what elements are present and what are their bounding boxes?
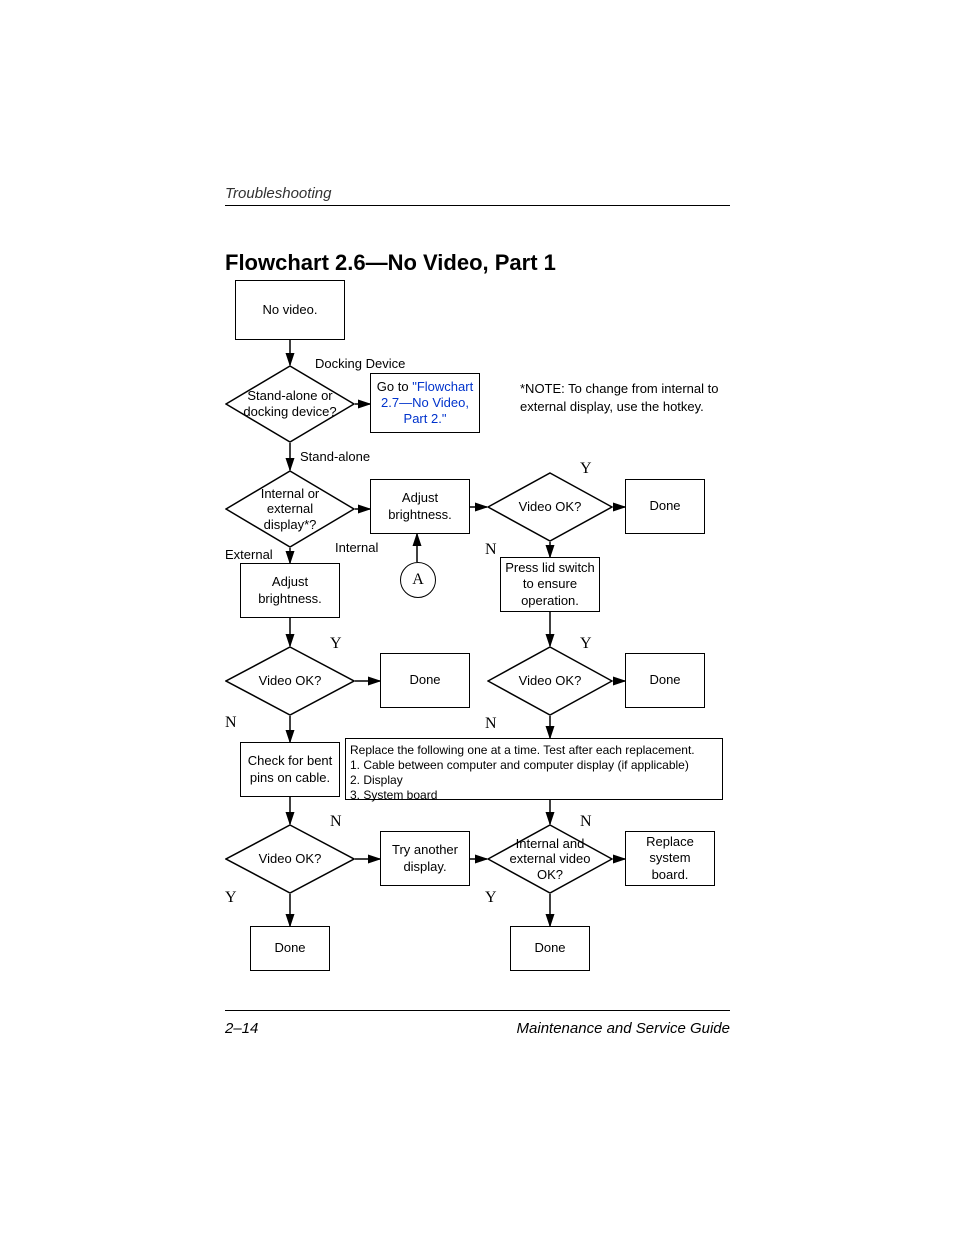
edge-label: N xyxy=(485,541,497,559)
process-done1: Done xyxy=(625,479,705,534)
edge-label: External xyxy=(225,547,273,562)
process-adj1: Adjust brightness. xyxy=(370,479,470,534)
footer-rule xyxy=(225,1010,730,1011)
process-goto27: Go to "Flowchart 2.7—No Video, Part 2." xyxy=(370,373,480,433)
process-start: No video. xyxy=(235,280,345,340)
process-replace: Replace the following one at a time. Tes… xyxy=(345,738,723,800)
link-flowchart-2-7[interactable]: "Flowchart 2.7—No Video, Part 2." xyxy=(381,379,473,427)
footer-title: Maintenance and Service Guide xyxy=(517,1020,730,1037)
page: Troubleshooting Flowchart 2.6—No Video, … xyxy=(0,0,954,1235)
process-bentpins: Check for bent pins on cable. xyxy=(240,742,340,797)
connector-A: A xyxy=(400,562,436,598)
process-done3: Done xyxy=(625,653,705,708)
page-title: Flowchart 2.6—No Video, Part 1 xyxy=(225,250,556,276)
process-done5: Done xyxy=(510,926,590,971)
process-adj2: Adjust brightness. xyxy=(240,563,340,618)
decision-d_docking: Stand-alone or docking device? xyxy=(225,365,355,443)
process-done4: Done xyxy=(250,926,330,971)
edge-label: Stand-alone xyxy=(300,449,370,464)
header-rule xyxy=(225,205,730,206)
decision-d_vok2: Video OK? xyxy=(225,646,355,716)
running-header: Troubleshooting xyxy=(225,185,331,202)
process-done2: Done xyxy=(380,653,470,708)
process-try_another: Try another display. xyxy=(380,831,470,886)
decision-d_intext: Internal or external display*? xyxy=(225,470,355,548)
decision-d_vok1: Video OK? xyxy=(487,472,613,542)
decision-d_vok3: Video OK? xyxy=(487,646,613,716)
flowchart: Docking DeviceStand-aloneInternalYNExter… xyxy=(225,280,730,980)
hotkey-note: *NOTE: To change from internal to extern… xyxy=(520,380,720,415)
process-replace_sb: Replace system board. xyxy=(625,831,715,886)
process-press_lid: Press lid switch to ensure operation. xyxy=(500,557,600,612)
page-number: 2–14 xyxy=(225,1020,258,1037)
edge-label: N xyxy=(225,714,237,732)
edge-label: N xyxy=(485,715,497,733)
decision-d_vok4: Video OK? xyxy=(225,824,355,894)
decision-d_intextok: Internal and external video OK? xyxy=(487,824,613,894)
